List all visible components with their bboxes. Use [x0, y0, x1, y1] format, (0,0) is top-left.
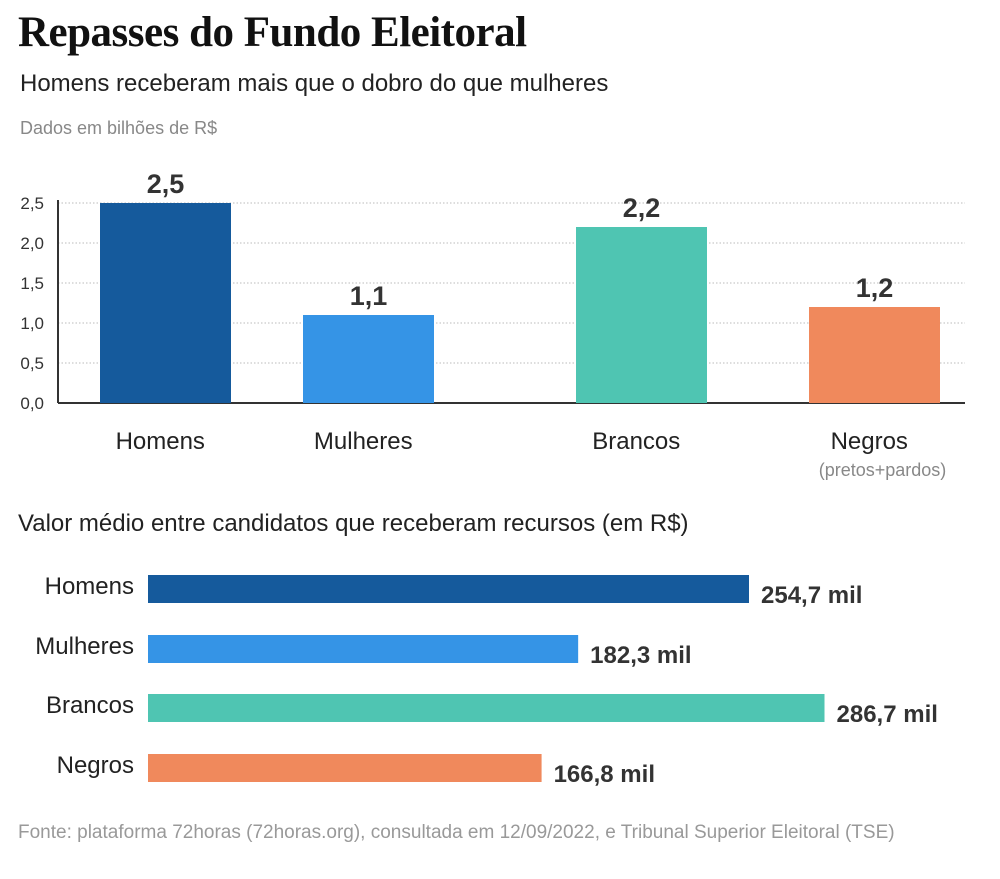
y-category-label: Negros: [57, 752, 134, 779]
y-tick-label: 0,5: [20, 354, 44, 373]
y-tick-label: 0,0: [20, 394, 44, 413]
x-category-label: Homens: [116, 428, 205, 455]
data-label: 182,3 mil: [590, 642, 691, 669]
data-label: 166,8 mil: [554, 761, 655, 788]
y-tick-label: 2,5: [20, 194, 44, 213]
hbar-homens: [148, 575, 749, 603]
second-chart-title: Valor médio entre candidatos que receber…: [18, 510, 689, 537]
y-tick-label: 1,0: [20, 314, 44, 333]
data-label: 2,5: [147, 169, 185, 199]
bar-brancos: [576, 227, 707, 403]
chart-subtitle: Homens receberam mais que o dobro do que…: [20, 70, 609, 97]
y-category-label: Homens: [45, 573, 134, 600]
x-category-label: Negros: [831, 428, 908, 455]
hbar-brancos: [148, 694, 825, 722]
data-label: 2,2: [623, 193, 661, 223]
y-tick-label: 2,0: [20, 234, 44, 253]
data-label: 1,2: [856, 273, 894, 303]
y-category-label: Mulheres: [35, 633, 134, 660]
data-label: 286,7 mil: [837, 701, 938, 728]
chart-title: Repasses do Fundo Eleitoral: [18, 9, 527, 56]
x-category-sublabel: (pretos+pardos): [819, 460, 947, 480]
y-category-label: Brancos: [46, 692, 134, 719]
bar-homens: [100, 203, 231, 403]
bar-mulheres: [303, 315, 434, 403]
source-note: Fonte: plataforma 72horas (72horas.org),…: [18, 822, 895, 843]
data-label: 254,7 mil: [761, 582, 862, 609]
y-tick-label: 1,5: [20, 274, 44, 293]
hbar-mulheres: [148, 635, 579, 663]
bar-negros: [809, 307, 940, 403]
hbar-negros: [148, 754, 542, 782]
data-label: 1,1: [350, 281, 388, 311]
unit-note: Dados em bilhões de R$: [20, 118, 218, 138]
x-category-label: Brancos: [592, 428, 680, 455]
x-category-label: Mulheres: [314, 428, 413, 455]
